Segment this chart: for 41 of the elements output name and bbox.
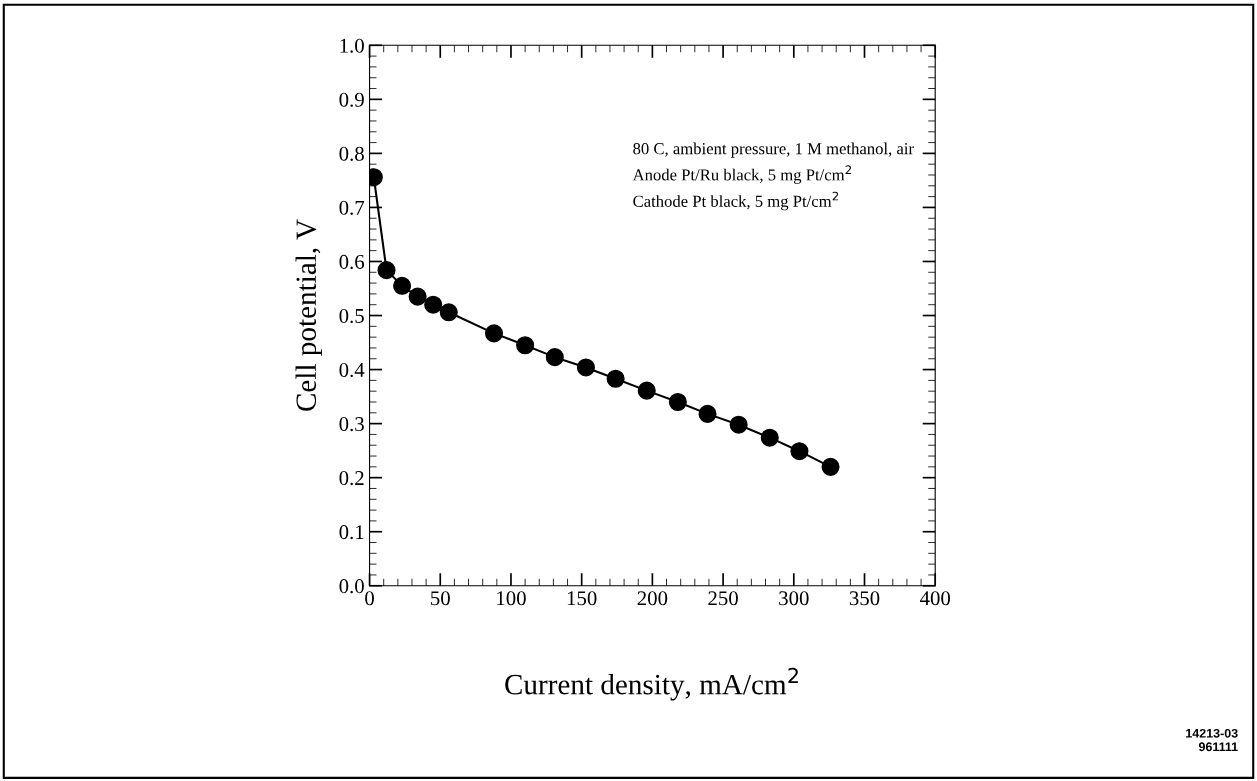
point [424, 295, 443, 314]
x-axis-title: Current density, mA/cm$^{2}$ [505, 667, 798, 701]
x-tick-label: 250 [708, 591, 738, 606]
point [760, 428, 779, 447]
point [668, 392, 687, 412]
x-tick-label: 150 [567, 591, 597, 606]
y-tick-label: 0.9 [339, 92, 364, 107]
point [484, 324, 504, 343]
y-tick-label: 0.6 [339, 254, 365, 269]
y-tick-label: 0.7 [339, 200, 365, 215]
y-tick-label: 0.0 [339, 579, 364, 594]
y-tick-label: 0.3 [339, 416, 364, 432]
point [821, 457, 840, 476]
point [637, 381, 656, 400]
y-tick-label: 0.1 [339, 525, 364, 540]
y-tick-label: 0.5 [339, 308, 364, 324]
point [393, 276, 412, 295]
point [408, 287, 427, 306]
x-tick-label: 0 [365, 591, 374, 606]
x-tick-label: 200 [637, 591, 668, 606]
point [545, 348, 564, 367]
x-tick-label: 300 [779, 591, 809, 606]
point [790, 442, 809, 461]
point [698, 404, 717, 423]
point [729, 415, 748, 434]
point [576, 358, 595, 377]
point [377, 261, 396, 280]
text: 80 C, ambient pressure, 1 M methanol, air Anode Pt/Ru black, 5 mg Pt/cm$^{2}$ Cathode Pt black, 5 mg Pt/cm$^{2}$ [632, 142, 914, 211]
text: 14213-03 961111 [1186, 728, 1238, 752]
point [606, 369, 625, 388]
y-tick-label: 0.4 [339, 362, 365, 378]
y-tick-label: 1.0 [340, 38, 364, 53]
point [516, 336, 535, 355]
y-tick-label: 0.8 [339, 146, 364, 161]
x-tick-label: 50 [431, 591, 450, 606]
x-tick-label: 100 [497, 591, 526, 606]
x-tick-label: 350 [849, 591, 880, 606]
point [439, 303, 458, 322]
y-axis-title: Cell potential, V [295, 219, 322, 411]
x-tick-label: 400 [919, 591, 951, 606]
y-tick-label: 0.2 [339, 471, 364, 486]
